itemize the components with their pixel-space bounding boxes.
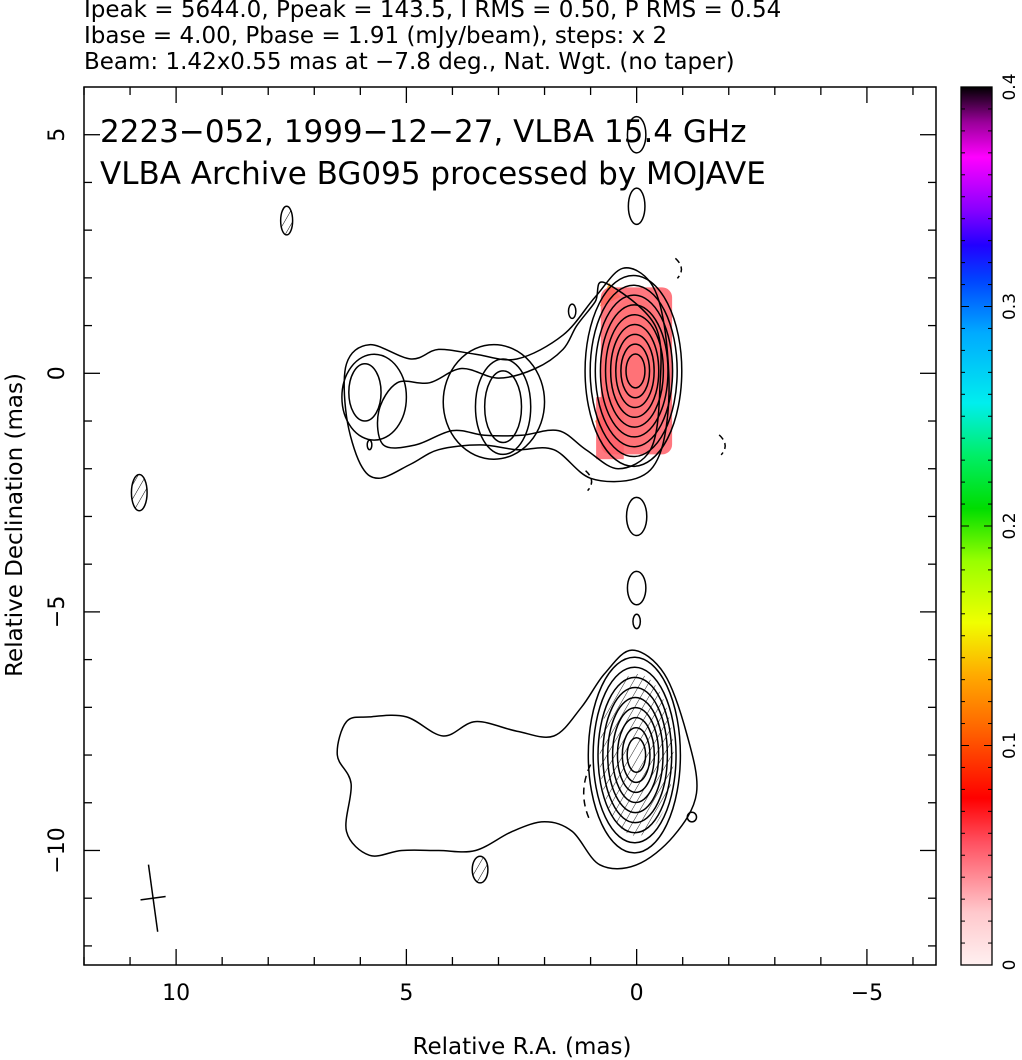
contour-blob xyxy=(627,187,646,226)
contour-blob xyxy=(471,855,489,884)
contour-counter-core xyxy=(597,676,673,834)
contour-knot xyxy=(474,358,532,456)
x-tick-label: 0 xyxy=(630,981,644,1006)
y-tick-label: −5 xyxy=(45,596,70,628)
contour-counter-core xyxy=(611,706,660,804)
colorbar-label: 0.3 xyxy=(1000,293,1020,320)
x-axis-title: Relative R.A. (mas) xyxy=(413,1034,632,1060)
y-tick-label: −10 xyxy=(45,827,70,873)
contour-core xyxy=(609,323,660,419)
contour-counter-core xyxy=(626,737,647,774)
header-line-3: Beam: 1.42x0.55 mas at −7.8 deg., Nat. W… xyxy=(84,49,735,75)
annotation-line-2: VLBA Archive BG095 processed by MOJAVE xyxy=(100,156,766,192)
colorbar-label: 0.1 xyxy=(1000,732,1020,759)
dashed-contour xyxy=(674,257,683,279)
contour-blob xyxy=(626,115,647,154)
contour-knot xyxy=(442,343,546,460)
contour-lobe xyxy=(341,353,408,441)
annotation-line-1: 2223−052, 1999−12−27, VLBA 15.4 GHz xyxy=(100,114,746,150)
header-line-1: Ipeak = 5644.0, Ppeak = 143.5, I RMS = 0… xyxy=(84,0,782,23)
y-tick-label: 5 xyxy=(45,128,70,142)
contour-counter-core xyxy=(606,696,664,814)
colorbar-label: 0.2 xyxy=(1000,512,1020,539)
contour-core xyxy=(625,353,646,389)
beam-minor-axis xyxy=(140,895,166,901)
colorbar-label: 0.4 xyxy=(1000,73,1020,100)
contour-counter-core xyxy=(592,666,677,844)
dashed-contour xyxy=(582,764,592,823)
contour-blob xyxy=(632,613,642,630)
contour-blob xyxy=(130,473,148,512)
contour-lobe xyxy=(348,363,382,422)
x-tick-label: −5 xyxy=(851,981,883,1006)
contour-core xyxy=(620,343,651,399)
contour-blob xyxy=(279,205,294,236)
contour-counter-core xyxy=(602,686,669,824)
dashed-contour xyxy=(718,434,726,456)
contour-counter-core xyxy=(621,726,651,784)
contour-envelope-1 xyxy=(343,267,670,483)
plot-frame xyxy=(83,86,937,966)
contour-core xyxy=(594,294,674,448)
contour-counter-core xyxy=(587,656,682,854)
x-tick-label: 5 xyxy=(399,981,413,1006)
contour-core xyxy=(584,274,683,468)
contour-blob xyxy=(567,303,577,320)
contour-blob xyxy=(626,570,647,606)
contour-envelope-2 xyxy=(376,281,662,470)
colorbar-label: 0 xyxy=(1000,960,1020,971)
dashed-contour xyxy=(585,470,593,492)
contour-knot xyxy=(483,370,523,444)
contour-counter-core xyxy=(616,716,656,794)
contour-blob xyxy=(625,496,648,537)
contour-core xyxy=(589,284,678,458)
contour-core xyxy=(604,313,665,428)
header-line-2: Ibase = 4.00, Pbase = 1.91 (mJy/beam), s… xyxy=(84,23,668,49)
contour-core xyxy=(615,333,655,409)
y-axis-title: Relative Declination (mas) xyxy=(2,373,28,677)
contour-core xyxy=(599,304,669,438)
contour-envelope-3 xyxy=(336,649,698,870)
beam-marker xyxy=(140,864,166,932)
x-tick-label: 10 xyxy=(162,981,190,1006)
y-tick-label: 0 xyxy=(45,366,70,380)
contour-blob xyxy=(686,811,698,823)
contour-blob xyxy=(366,439,373,451)
